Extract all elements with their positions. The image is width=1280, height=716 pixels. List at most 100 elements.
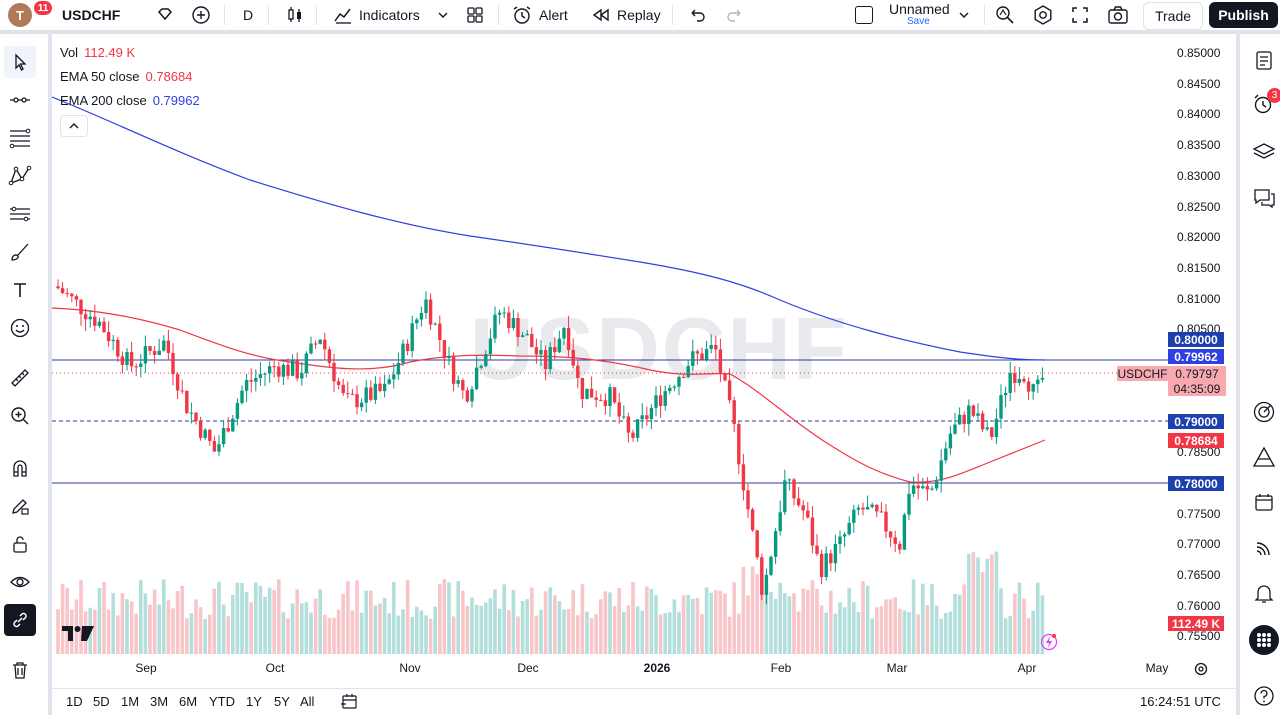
volume-bar bbox=[493, 589, 497, 654]
range-button-1d[interactable]: 1D bbox=[66, 694, 83, 709]
volume-bar bbox=[819, 605, 824, 654]
candle-body bbox=[1003, 392, 1008, 396]
candle-body bbox=[350, 393, 355, 395]
range-button-1m[interactable]: 1M bbox=[121, 694, 140, 709]
pattern-icon[interactable] bbox=[4, 160, 36, 192]
watchlist-icon[interactable] bbox=[1248, 44, 1280, 76]
trash-icon[interactable] bbox=[4, 654, 36, 686]
range-button-1y[interactable]: 1Y bbox=[246, 694, 262, 709]
alerts-badge: 3 bbox=[1267, 88, 1280, 103]
apps-grid-icon[interactable] bbox=[1248, 624, 1280, 656]
layers-icon[interactable] bbox=[1248, 136, 1280, 168]
visibility-eye-icon[interactable] bbox=[4, 566, 36, 598]
snapshot-camera-icon[interactable] bbox=[1107, 0, 1129, 30]
volume-bar bbox=[930, 584, 934, 654]
lock-icon[interactable] bbox=[4, 528, 36, 560]
range-button-all[interactable]: All bbox=[300, 694, 315, 709]
compare-symbol-icon[interactable] bbox=[155, 0, 175, 30]
indicators-button[interactable]: Indicators bbox=[333, 0, 420, 30]
volume-bar bbox=[359, 612, 364, 654]
candle-body bbox=[668, 387, 672, 392]
range-button-5d[interactable]: 5D bbox=[93, 694, 110, 709]
volume-bar bbox=[893, 597, 897, 654]
range-button-ytd[interactable]: YTD bbox=[209, 694, 235, 709]
brush-icon[interactable] bbox=[4, 236, 36, 268]
volume-bar bbox=[378, 603, 382, 654]
emoji-icon[interactable] bbox=[4, 312, 36, 344]
price-chart[interactable] bbox=[52, 34, 1236, 684]
legend-ema50[interactable]: EMA 50 close 0.78684 bbox=[60, 69, 193, 84]
range-button-6m[interactable]: 6M bbox=[179, 694, 198, 709]
link-icon[interactable] bbox=[4, 604, 36, 636]
volume-bar bbox=[617, 588, 621, 654]
layout-dropdown-icon[interactable] bbox=[958, 0, 970, 30]
candles-icon[interactable] bbox=[285, 0, 305, 30]
templates-icon[interactable] bbox=[465, 0, 485, 30]
symbol-search-button[interactable]: USDCHF bbox=[62, 0, 120, 30]
zoom-in-icon[interactable] bbox=[4, 400, 36, 432]
ideas-pyramid-icon[interactable] bbox=[1248, 441, 1280, 473]
target-icon[interactable] bbox=[1248, 396, 1280, 428]
candle-body bbox=[456, 380, 460, 384]
magnet-icon[interactable] bbox=[4, 452, 36, 484]
goto-date-calendar-icon[interactable] bbox=[340, 693, 360, 716]
price-tag-78000: 0.78000 bbox=[1168, 476, 1224, 491]
settings-gear-icon[interactable] bbox=[1032, 0, 1054, 30]
tradingview-logo[interactable] bbox=[62, 624, 94, 647]
volume-bar bbox=[663, 613, 667, 654]
volume-bar bbox=[194, 599, 198, 654]
indicators-dropdown-icon[interactable] bbox=[437, 0, 449, 30]
help-icon[interactable] bbox=[1248, 680, 1280, 712]
redo-icon[interactable] bbox=[726, 0, 744, 30]
legend-volume[interactable]: Vol 112.49 K bbox=[60, 45, 135, 60]
quick-search-icon[interactable] bbox=[994, 0, 1016, 30]
fullscreen-icon[interactable] bbox=[1070, 0, 1090, 30]
legend-ema200[interactable]: EMA 200 close 0.79962 bbox=[60, 93, 200, 108]
interval-button[interactable]: D bbox=[243, 0, 253, 30]
calendar-icon[interactable] bbox=[1248, 486, 1280, 518]
add-symbol-icon[interactable] bbox=[191, 0, 211, 30]
publish-button[interactable]: Publish bbox=[1209, 2, 1278, 28]
candle-body bbox=[157, 350, 161, 355]
candle-body bbox=[962, 414, 966, 425]
undo-icon[interactable] bbox=[688, 0, 706, 30]
ruler-icon[interactable] bbox=[4, 362, 36, 394]
volume-bar bbox=[668, 612, 672, 654]
draw-pencil-lock-icon[interactable] bbox=[4, 490, 36, 522]
chart-settings-gear-icon[interactable] bbox=[1193, 661, 1209, 682]
volume-bar bbox=[235, 582, 240, 654]
layout-checkbox[interactable] bbox=[855, 0, 873, 30]
time-axis-label: Apr bbox=[1017, 661, 1037, 675]
price-axis-label: 0.81000 bbox=[1177, 291, 1221, 306]
lightning-icon[interactable] bbox=[1040, 633, 1058, 656]
candle-body bbox=[83, 314, 88, 320]
fib-retracement-icon[interactable] bbox=[4, 122, 36, 154]
alert-button[interactable]: Alert bbox=[511, 0, 568, 30]
candle-body bbox=[884, 511, 888, 532]
cursor-icon[interactable] bbox=[4, 46, 36, 78]
utc-clock[interactable]: 16:24:51 UTC bbox=[1140, 694, 1221, 709]
trend-line-icon[interactable] bbox=[4, 84, 36, 116]
volume-bar bbox=[654, 595, 658, 654]
notifications-bell-icon[interactable] bbox=[1248, 577, 1280, 609]
volume-bar bbox=[525, 599, 529, 654]
time-axis-label: Dec bbox=[517, 661, 539, 675]
trade-button[interactable]: Trade bbox=[1143, 2, 1203, 30]
alerts-clock-icon[interactable]: 3 bbox=[1248, 88, 1280, 120]
user-avatar[interactable]: T 11 bbox=[8, 1, 52, 27]
range-button-5y[interactable]: 5Y bbox=[274, 694, 290, 709]
symbol-price-tag: USDCHF bbox=[1117, 366, 1168, 381]
candle-body bbox=[893, 537, 897, 544]
forecasting-icon[interactable] bbox=[4, 198, 36, 230]
text-tool-icon[interactable] bbox=[4, 274, 36, 306]
chat-icon[interactable] bbox=[1248, 182, 1280, 214]
range-button-3m[interactable]: 3M bbox=[150, 694, 169, 709]
symbol-watermark: USDCHF bbox=[470, 299, 849, 398]
volume-bar bbox=[336, 609, 341, 654]
collapse-legend-chevron-up-icon[interactable] bbox=[60, 115, 88, 137]
news-stream-icon[interactable] bbox=[1248, 532, 1280, 564]
layout-name-button[interactable]: Unnamed Save bbox=[889, 2, 950, 28]
replay-button[interactable]: Replay bbox=[591, 0, 661, 30]
candle-body bbox=[677, 376, 681, 387]
volume-bar bbox=[645, 586, 649, 654]
